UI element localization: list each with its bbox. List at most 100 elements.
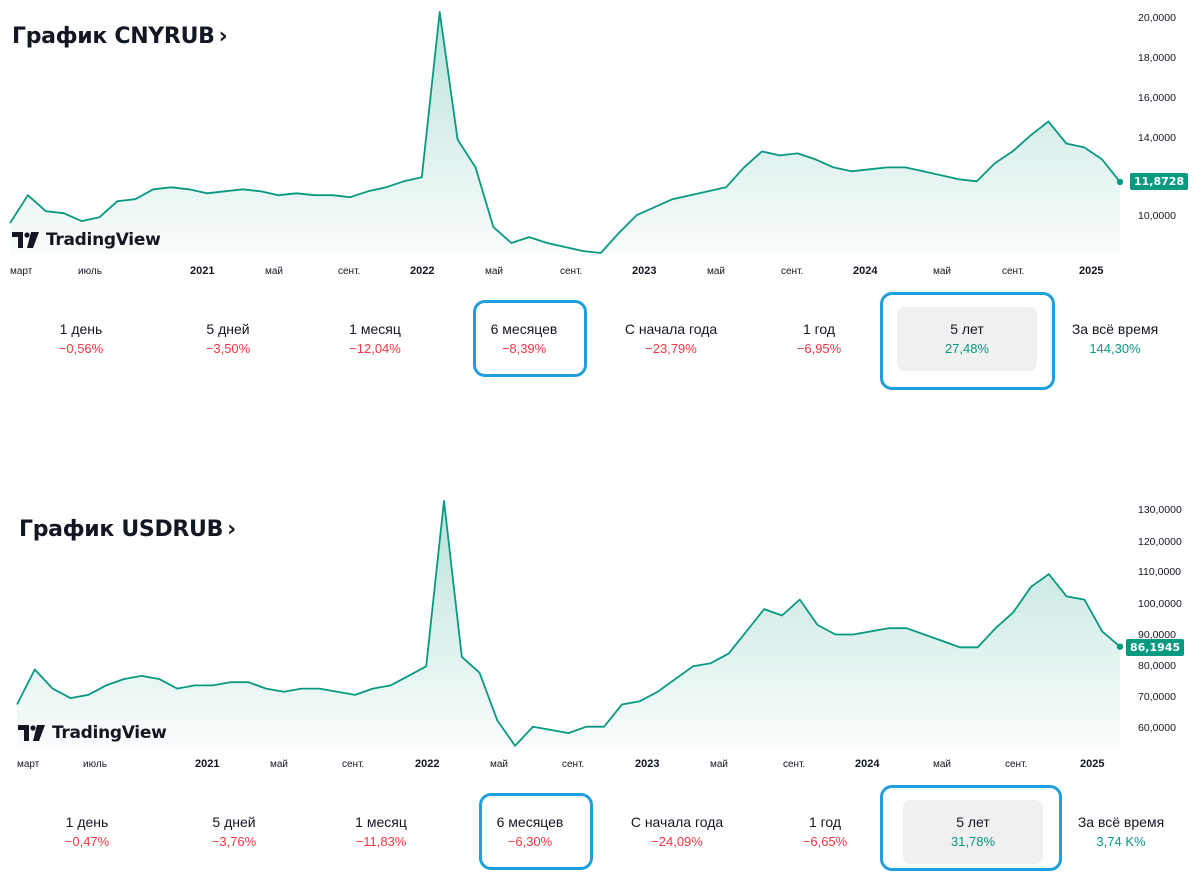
perf-value: 31,78%: [950, 834, 996, 849]
x-tick-label: май: [270, 759, 288, 770]
performance-row: 1 день −0,47% 5 дней −3,76% 1 месяц −11,…: [0, 800, 1200, 870]
perf-ytd[interactable]: С начала года −24,09%: [607, 800, 747, 864]
perf-label: 5 дней: [206, 321, 250, 337]
perf-1-day[interactable]: 1 день −0,56%: [11, 307, 151, 371]
x-tick-label: сент.: [1005, 759, 1027, 770]
y-tick-label: 80,0000: [1138, 660, 1176, 672]
x-tick-label: июль: [78, 266, 102, 277]
x-tick-label: май: [485, 266, 503, 277]
chart-title-text[interactable]: График USDRUB: [19, 517, 224, 542]
perf-value: −8,39%: [501, 341, 547, 356]
y-tick-label: 110,0000: [1138, 566, 1181, 578]
x-tick-label: май: [933, 266, 951, 277]
performance-row: 1 день −0,56% 5 дней −3,50% 1 месяц −12,…: [0, 307, 1200, 377]
perf-value: −24,09%: [651, 834, 703, 849]
chart-title[interactable]: График CNYRUB ›: [12, 24, 228, 49]
perf-label: 6 месяцев: [496, 814, 564, 830]
perf-value: −12,04%: [349, 341, 401, 356]
perf-label: 1 месяц: [349, 321, 401, 337]
perf-6-months[interactable]: 6 месяцев −8,39%: [454, 307, 594, 371]
perf-label: 5 лет: [956, 814, 990, 830]
y-tick-label: 120,0000: [1138, 536, 1182, 548]
perf-label: 1 год: [802, 321, 836, 337]
cnyrub-chart: 20,0000 18,0000 16,0000 14,0000 10,0000 март и…: [9, 11, 1176, 277]
perf-label: За всё время: [1077, 814, 1165, 830]
perf-label: 1 день: [65, 814, 109, 830]
x-tick-label: май: [265, 266, 283, 277]
y-tick-label: 20,0000: [1138, 12, 1176, 24]
perf-label: 1 день: [59, 321, 103, 337]
chart-title[interactable]: График USDRUB ›: [19, 517, 236, 542]
tradingview-logo[interactable]: TradingView: [18, 723, 167, 743]
perf-1-month[interactable]: 1 месяц −11,83%: [311, 800, 451, 864]
x-tick-label: 2023: [632, 265, 656, 277]
perf-value: −23,79%: [645, 341, 697, 356]
perf-5-years[interactable]: 5 лет 27,48%: [897, 307, 1037, 371]
perf-6-months[interactable]: 6 месяцев −6,30%: [460, 800, 600, 864]
perf-1-year[interactable]: 1 год −6,95%: [749, 307, 889, 371]
x-tick-label: 2023: [635, 758, 659, 770]
perf-label: 6 месяцев: [490, 321, 558, 337]
y-tick-label: 18,0000: [1138, 52, 1176, 64]
chevron-right-icon[interactable]: ›: [227, 517, 236, 542]
chevron-right-icon[interactable]: ›: [218, 24, 228, 49]
perf-label: 1 год: [808, 814, 842, 830]
y-tick-label: 100,0000: [1138, 598, 1182, 610]
perf-value: −0,47%: [64, 834, 110, 849]
x-tick-label: май: [710, 759, 728, 770]
perf-5-days[interactable]: 5 дней −3,76%: [164, 800, 304, 864]
x-tick-label: сент.: [781, 266, 803, 277]
perf-value: 144,30%: [1089, 341, 1141, 356]
last-price-badge: 86,1945: [1126, 639, 1185, 656]
y-tick-label: 70,0000: [1138, 691, 1176, 703]
x-tick-label: май: [490, 759, 508, 770]
x-tick-label: сент.: [562, 759, 584, 770]
x-tick-label: сент.: [1002, 266, 1024, 277]
last-price-point: [1116, 178, 1124, 186]
last-price-point: [1116, 643, 1124, 650]
y-tick-label: 16,0000: [1138, 92, 1176, 104]
perf-1-day[interactable]: 1 день −0,47%: [17, 800, 157, 864]
x-tick-label: май: [933, 759, 951, 770]
chart-title-text[interactable]: График CNYRUB: [12, 24, 215, 49]
x-tick-label: май: [707, 266, 725, 277]
x-tick-label: 2022: [415, 758, 439, 770]
tradingview-logo-text: TradingView: [52, 723, 167, 743]
perf-label: 5 лет: [950, 321, 984, 337]
perf-value: −6,65%: [802, 834, 848, 849]
x-tick-label: 2021: [190, 265, 214, 277]
perf-value: −0,56%: [58, 341, 104, 356]
perf-label: С начала года: [630, 814, 724, 830]
area-fill: [17, 501, 1120, 749]
perf-ytd[interactable]: С начала года −23,79%: [601, 307, 741, 371]
x-tick-label: 2025: [1079, 265, 1103, 277]
perf-5-days[interactable]: 5 дней −3,50%: [158, 307, 298, 371]
perf-value: −11,83%: [355, 834, 407, 849]
chart-panel-usdrub: 130,0000 120,0000 110,0000 100,0000 90,0000 8…: [0, 493, 1200, 873]
perf-all-time[interactable]: За всё время 3,74 K%: [1051, 800, 1191, 864]
y-tick-label: 14,0000: [1138, 132, 1176, 144]
tradingview-logo[interactable]: TradingView: [12, 230, 161, 250]
x-tick-label: 2024: [855, 758, 880, 770]
x-tick-label: 2021: [195, 758, 219, 770]
perf-label: За всё время: [1071, 321, 1159, 337]
y-tick-label: 10,0000: [1138, 210, 1176, 222]
perf-value: 3,74 K%: [1096, 834, 1146, 849]
perf-5-years[interactable]: 5 лет 31,78%: [903, 800, 1043, 864]
y-tick-label: 60,0000: [1138, 722, 1176, 734]
perf-1-month[interactable]: 1 месяц −12,04%: [305, 307, 445, 371]
perf-all-time[interactable]: За всё время 144,30%: [1045, 307, 1185, 371]
chart-panel-cnyrub: 20,0000 18,0000 16,0000 14,0000 10,0000 март и…: [0, 0, 1200, 400]
perf-1-year[interactable]: 1 год −6,65%: [755, 800, 895, 864]
perf-value: −3,76%: [211, 834, 257, 849]
last-price-badge: 11,8728: [1130, 173, 1189, 190]
x-tick-label: март: [10, 266, 33, 277]
x-tick-label: июль: [83, 759, 107, 770]
x-tick-label: сент.: [560, 266, 582, 277]
perf-value: −3,50%: [205, 341, 251, 356]
tradingview-logo-text: TradingView: [46, 230, 161, 250]
x-tick-label: сент.: [338, 266, 360, 277]
y-tick-label: 90,0000: [1138, 629, 1176, 641]
perf-value: −6,30%: [507, 834, 553, 849]
y-tick-label: 130,0000: [1138, 504, 1182, 516]
